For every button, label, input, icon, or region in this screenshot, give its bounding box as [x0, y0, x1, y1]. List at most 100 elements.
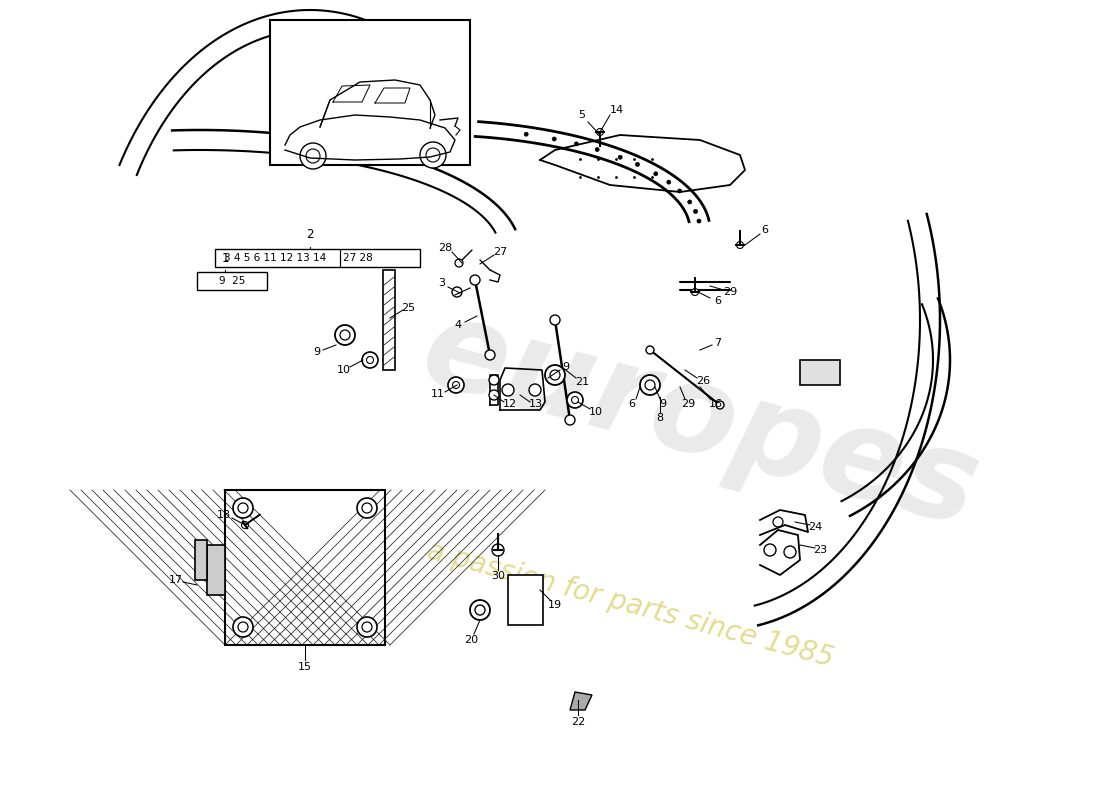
Text: 15: 15	[298, 662, 312, 672]
Text: 3 4 5 6 11 12 13 14: 3 4 5 6 11 12 13 14	[224, 253, 326, 263]
Text: 21: 21	[575, 377, 590, 387]
Text: 29: 29	[723, 287, 737, 297]
Circle shape	[470, 600, 490, 620]
Circle shape	[358, 617, 377, 637]
Text: 27 28: 27 28	[343, 253, 373, 263]
Text: 14: 14	[609, 105, 624, 115]
Circle shape	[764, 544, 776, 556]
Text: 9: 9	[562, 362, 570, 372]
Circle shape	[233, 617, 253, 637]
Circle shape	[544, 365, 565, 385]
Text: 6: 6	[761, 225, 769, 235]
Text: 6: 6	[715, 296, 722, 306]
Circle shape	[678, 189, 682, 193]
FancyBboxPatch shape	[214, 249, 420, 267]
Text: 10: 10	[588, 407, 603, 417]
FancyBboxPatch shape	[226, 490, 385, 645]
Circle shape	[495, 546, 502, 554]
Text: 10: 10	[337, 365, 351, 375]
Text: 7: 7	[714, 338, 722, 348]
Circle shape	[653, 172, 658, 176]
Circle shape	[645, 380, 654, 390]
Text: 23: 23	[813, 545, 827, 555]
Circle shape	[618, 155, 623, 159]
Circle shape	[688, 200, 692, 204]
Circle shape	[470, 275, 480, 285]
Polygon shape	[383, 270, 395, 370]
Circle shape	[550, 370, 560, 380]
Circle shape	[238, 503, 248, 513]
Circle shape	[426, 148, 440, 162]
Circle shape	[362, 622, 372, 632]
Circle shape	[233, 498, 253, 518]
Circle shape	[595, 147, 600, 151]
Circle shape	[238, 622, 248, 632]
Circle shape	[667, 180, 671, 184]
Text: 5: 5	[579, 110, 585, 120]
Text: 19: 19	[548, 600, 562, 610]
Circle shape	[566, 392, 583, 408]
Circle shape	[362, 352, 378, 368]
Circle shape	[784, 546, 796, 558]
Circle shape	[420, 142, 446, 168]
Circle shape	[773, 517, 783, 527]
Circle shape	[340, 330, 350, 340]
Circle shape	[737, 242, 744, 249]
Circle shape	[646, 346, 654, 354]
Circle shape	[550, 315, 560, 325]
Text: 13: 13	[529, 399, 543, 409]
Text: 16: 16	[710, 399, 723, 409]
Circle shape	[242, 522, 249, 529]
Text: 30: 30	[491, 571, 505, 581]
Circle shape	[574, 142, 579, 146]
Circle shape	[300, 143, 326, 169]
Text: 29: 29	[681, 399, 695, 409]
Circle shape	[596, 129, 604, 135]
Text: 20: 20	[464, 635, 478, 645]
Text: 4: 4	[454, 320, 462, 330]
FancyBboxPatch shape	[207, 545, 226, 595]
FancyBboxPatch shape	[508, 575, 543, 625]
Circle shape	[490, 390, 499, 400]
Text: 24: 24	[807, 522, 822, 532]
FancyBboxPatch shape	[197, 272, 267, 290]
Text: 6: 6	[628, 399, 636, 409]
Circle shape	[455, 259, 463, 267]
Circle shape	[452, 382, 460, 389]
Text: 9  25: 9 25	[219, 276, 245, 286]
Circle shape	[692, 289, 698, 295]
Circle shape	[448, 377, 464, 393]
Circle shape	[572, 397, 579, 403]
Circle shape	[693, 210, 697, 214]
Circle shape	[529, 384, 541, 396]
Circle shape	[485, 350, 495, 360]
Circle shape	[306, 149, 320, 163]
Circle shape	[362, 503, 372, 513]
Text: 26: 26	[696, 376, 711, 386]
Text: a passion for parts since 1985: a passion for parts since 1985	[424, 537, 836, 673]
Circle shape	[502, 384, 514, 396]
Text: 11: 11	[431, 389, 446, 399]
Text: 3: 3	[439, 278, 446, 288]
Text: 25: 25	[400, 303, 415, 313]
Circle shape	[640, 375, 660, 395]
Circle shape	[525, 132, 528, 136]
Circle shape	[492, 544, 504, 556]
Circle shape	[552, 137, 557, 141]
Circle shape	[336, 325, 355, 345]
FancyBboxPatch shape	[195, 540, 207, 580]
Circle shape	[490, 375, 499, 385]
Text: 28: 28	[438, 243, 452, 253]
Circle shape	[366, 357, 374, 363]
Circle shape	[475, 605, 485, 615]
Text: 17: 17	[169, 575, 183, 585]
Text: 8: 8	[657, 413, 663, 423]
Circle shape	[565, 415, 575, 425]
Text: 2: 2	[306, 228, 313, 241]
Text: 27: 27	[493, 247, 507, 257]
Text: 18: 18	[217, 510, 231, 520]
Circle shape	[358, 498, 377, 518]
FancyBboxPatch shape	[270, 20, 470, 165]
Text: 22: 22	[571, 717, 585, 727]
Circle shape	[452, 287, 462, 297]
